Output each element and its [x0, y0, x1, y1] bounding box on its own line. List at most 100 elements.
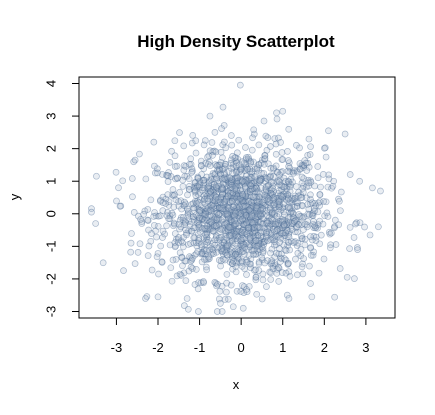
scatter-point	[231, 247, 239, 255]
scatter-point	[259, 215, 267, 223]
scatter-point	[170, 192, 178, 200]
scatter-point	[206, 193, 214, 201]
scatter-point	[247, 182, 255, 189]
scatter-point	[222, 231, 230, 239]
scatter-point	[198, 243, 206, 251]
scatter-point	[208, 205, 216, 212]
scatter-point	[202, 238, 210, 245]
y-axis-label: y	[7, 193, 22, 200]
scatter-point	[207, 202, 214, 209]
scatter-point	[239, 225, 247, 233]
scatter-point	[261, 196, 268, 203]
scatter-point	[229, 237, 236, 245]
scatter-point	[229, 182, 236, 189]
scatter-point	[290, 218, 298, 225]
scatter-point	[284, 191, 292, 199]
scatter-point	[211, 236, 219, 244]
scatter-point	[167, 264, 175, 272]
scatter-point	[271, 238, 278, 246]
scatter-point	[271, 253, 279, 261]
scatter-point	[285, 231, 293, 238]
scatter-point	[246, 212, 254, 220]
scatter-point	[276, 238, 283, 246]
scatter-point	[337, 207, 344, 215]
scatter-point	[240, 211, 247, 219]
scatter-point	[221, 138, 228, 146]
scatter-point	[258, 228, 266, 236]
scatter-point	[232, 209, 239, 217]
scatter-point	[213, 190, 220, 197]
scatter-point	[165, 198, 173, 205]
scatter-point	[204, 255, 212, 263]
scatter-point	[112, 168, 120, 176]
scatter-point	[297, 246, 305, 253]
scatter-point	[189, 213, 197, 221]
scatter-point	[270, 222, 278, 230]
scatter-point	[224, 242, 231, 250]
scatter-point	[234, 193, 242, 200]
scatter-point	[277, 192, 285, 200]
scatter-point	[191, 197, 199, 205]
scatter-point	[230, 222, 238, 230]
scatter-point	[273, 213, 281, 220]
scatter-point	[249, 219, 257, 227]
scatter-point	[226, 174, 234, 182]
scatter-point	[240, 194, 248, 202]
scatter-point	[257, 159, 265, 167]
scatter-point	[230, 227, 238, 234]
scatter-point	[224, 295, 232, 303]
scatter-point	[305, 135, 313, 143]
scatter-point	[205, 236, 212, 244]
scatter-point	[202, 209, 209, 217]
scatter-point	[290, 239, 298, 247]
scatter-point	[263, 212, 271, 220]
scatter-point	[145, 242, 153, 250]
scatter-point	[199, 215, 206, 223]
scatter-point	[218, 201, 225, 209]
scatter-point	[240, 235, 248, 242]
scatter-point	[198, 258, 206, 266]
scatter-point	[209, 200, 217, 207]
scatter-point	[201, 241, 209, 248]
scatter-point	[295, 188, 302, 196]
scatter-point	[244, 196, 252, 204]
scatter-point	[192, 266, 200, 273]
scatter-point	[272, 150, 280, 158]
scatter-point	[200, 179, 208, 187]
scatter-point	[166, 215, 174, 223]
scatter-point	[194, 197, 201, 205]
scatter-point	[286, 183, 294, 191]
scatter-point	[257, 176, 265, 184]
scatter-point	[352, 220, 359, 228]
scatter-point	[210, 181, 218, 188]
scatter-point	[248, 225, 255, 233]
scatter-point	[231, 202, 238, 209]
scatter-point	[251, 172, 259, 180]
scatter-point	[234, 212, 242, 220]
scatter-point	[243, 219, 250, 227]
scatter-point	[278, 218, 286, 226]
scatter-point	[239, 217, 247, 224]
scatter-point	[256, 207, 263, 214]
scatter-point	[255, 237, 263, 244]
scatter-point	[256, 201, 264, 208]
scatter-point	[259, 234, 267, 242]
scatter-point	[233, 197, 241, 205]
scatter-point	[222, 233, 229, 240]
scatter-point	[233, 178, 240, 185]
scatter-point	[253, 222, 261, 229]
y-tick-label: -3	[43, 306, 58, 318]
scatter-point	[255, 178, 263, 186]
scatter-point	[218, 174, 225, 182]
scatter-point	[276, 171, 283, 179]
scatter-point	[147, 237, 155, 245]
scatter-point	[236, 206, 243, 214]
scatter-point	[214, 161, 222, 169]
scatter-point	[240, 203, 248, 211]
scatter-point	[213, 209, 221, 217]
scatter-point	[259, 205, 267, 213]
scatter-point	[322, 153, 330, 161]
scatter-point	[237, 196, 245, 203]
scatter-point	[212, 195, 219, 203]
scatter-point	[240, 221, 248, 228]
